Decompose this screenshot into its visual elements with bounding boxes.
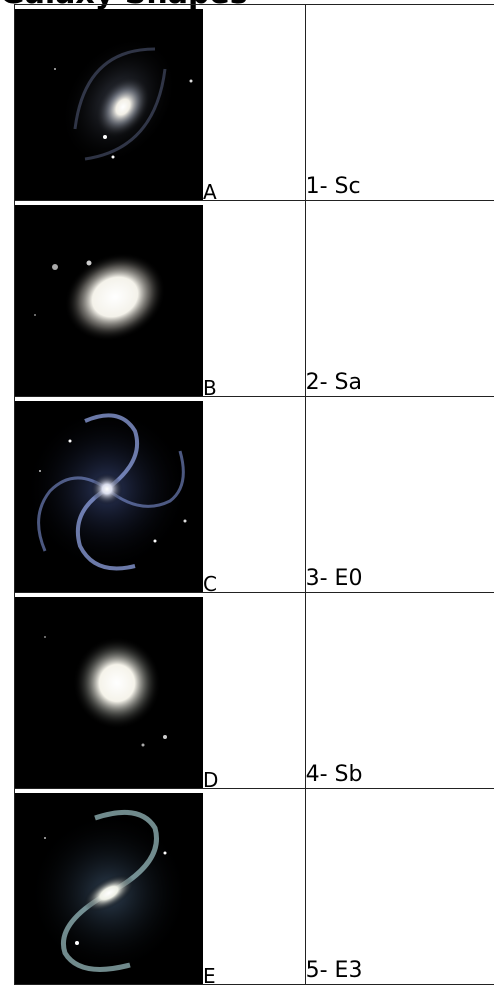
page-heading: Galaxy Shapes [0, 0, 494, 12]
class-label: 2- Sa [305, 370, 362, 395]
image-cell: E [15, 789, 306, 988]
image-letter: E [203, 964, 216, 988]
class-label: 1- Sc [305, 174, 361, 199]
galaxy-classification-table: A 1- Sc [14, 4, 494, 988]
label-cell: 3- E0 [305, 397, 494, 593]
label-cell: 5- E3 [305, 789, 494, 985]
table-row: D 4- Sb [15, 593, 494, 792]
class-label: 5- E3 [305, 958, 363, 983]
label-cell: 1- Sc [305, 5, 494, 201]
class-label: 3- E0 [305, 566, 363, 591]
elliptical-galaxy-round-icon [15, 597, 203, 788]
image-letter: D [203, 768, 219, 792]
spiral-galaxy-large-bulge-icon [15, 9, 203, 200]
image-cell: B [15, 201, 306, 400]
image-letter: A [203, 180, 217, 204]
label-cell: 4- Sb [305, 593, 494, 789]
image-letter: C [203, 572, 217, 596]
galaxy-classification-table-wrap: A 1- Sc [14, 4, 494, 988]
elliptical-galaxy-oval-icon [15, 205, 203, 396]
image-cell: D [15, 593, 306, 792]
image-cell: A [15, 5, 306, 204]
spiral-galaxy-open-arms-icon [15, 401, 203, 592]
table-row: C 3- E0 [15, 397, 494, 596]
image-cell: C [15, 397, 306, 596]
table-row: A 1- Sc [15, 5, 494, 204]
image-letter: B [203, 376, 217, 400]
barred-spiral-galaxy-icon [15, 793, 203, 984]
table-row: B 2- Sa [15, 201, 494, 400]
class-label: 4- Sb [305, 762, 363, 787]
table-row: E 5- E3 [15, 789, 494, 988]
label-cell: 2- Sa [305, 201, 494, 397]
